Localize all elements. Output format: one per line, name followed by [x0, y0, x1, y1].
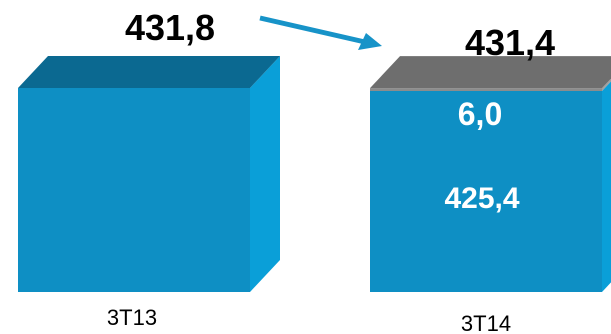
- bar-side-3T14-s1: [602, 78, 611, 91]
- bar-3T14: [370, 56, 611, 292]
- bar-front-3T14-s1: [370, 88, 602, 91]
- bar-front-3T14-s0: [370, 90, 602, 292]
- labels-layer: 3T13 3T14 431,8 431,4 425,4 6,0: [107, 7, 555, 334]
- bar-side-3T13-s0: [250, 55, 280, 292]
- segment-label-3T14-0: 425,4: [444, 182, 519, 215]
- bar-3T13: [18, 55, 280, 292]
- segment-label-3T14-1: 6,0: [458, 96, 502, 132]
- arrow-layer: [259, 15, 382, 50]
- category-label-3T13: 3T13: [107, 305, 157, 330]
- total-label-3T13: 431,8: [125, 7, 215, 48]
- bar-top-3T13: [18, 55, 280, 88]
- bars-layer: [18, 55, 611, 292]
- total-label-3T14: 431,4: [465, 22, 555, 63]
- bar-side-3T14-s0: [602, 81, 611, 292]
- trend-arrow-line: [259, 15, 366, 45]
- category-label-3T14: 3T14: [461, 311, 511, 334]
- bar-top-3T14: [370, 56, 611, 89]
- bar-front-3T13-s0: [18, 87, 250, 292]
- trend-arrow-head: [358, 33, 382, 50]
